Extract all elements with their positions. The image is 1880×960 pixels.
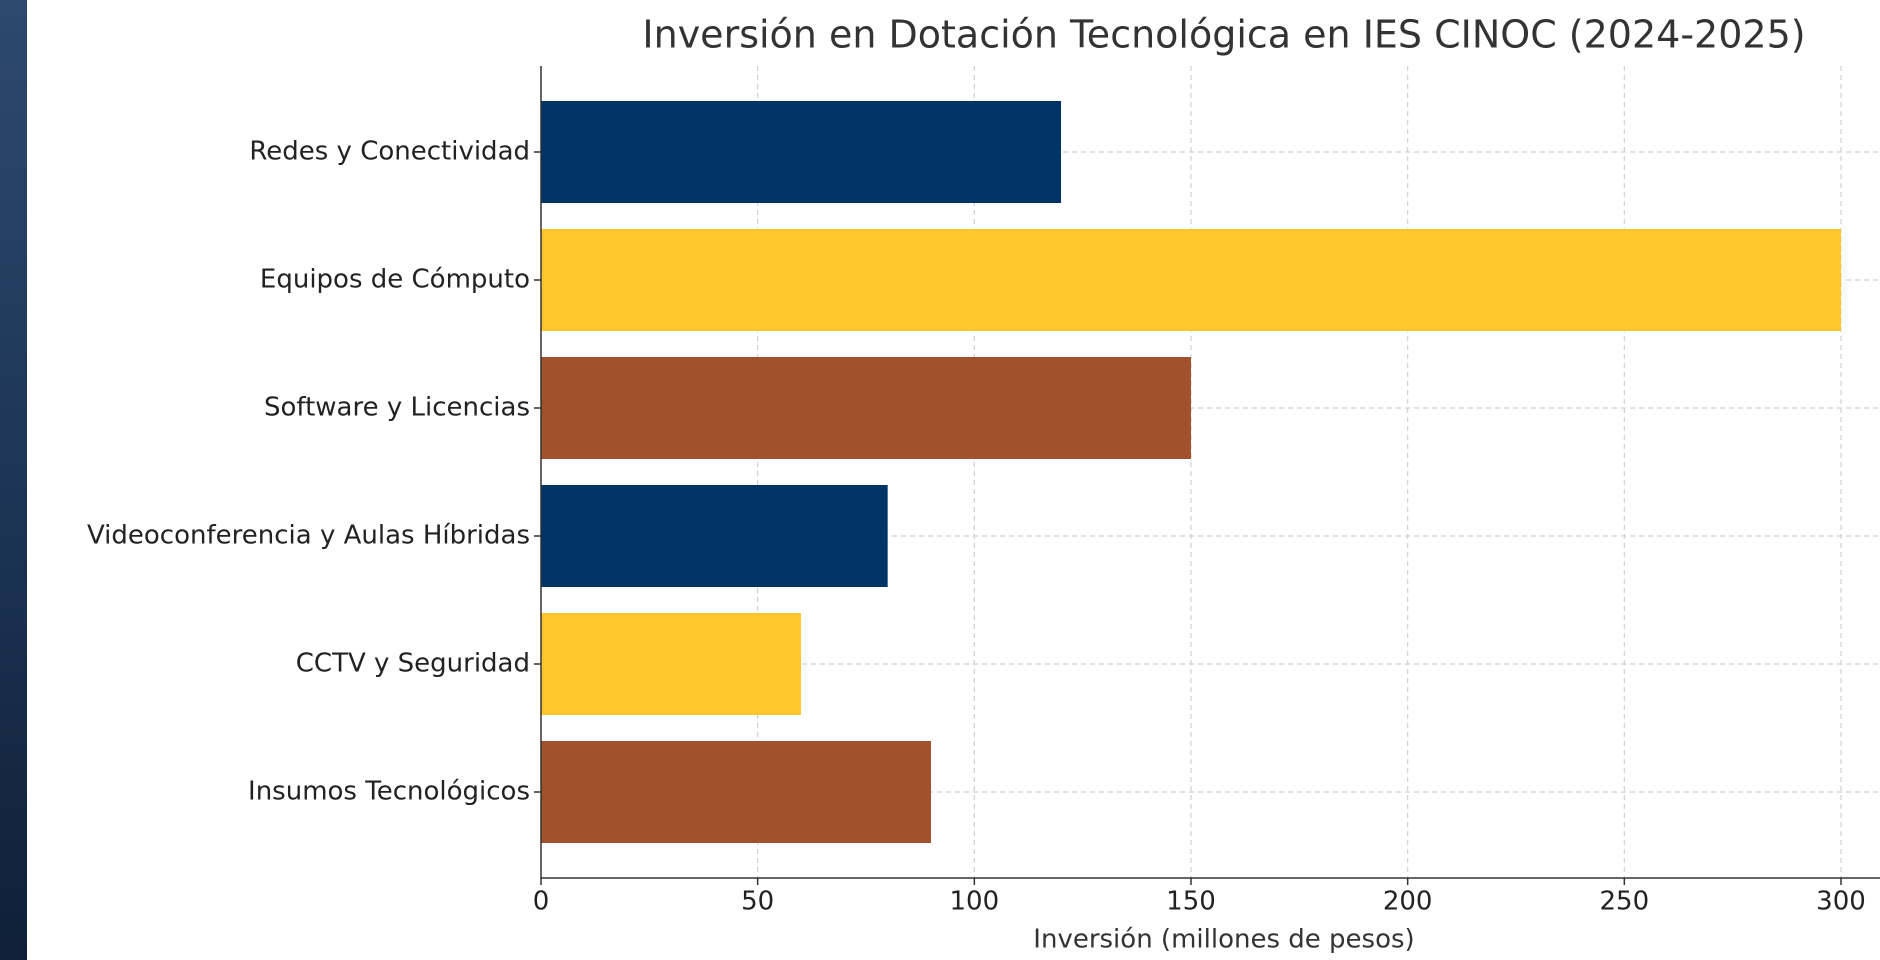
y-tick-label: Software y Licencias [264,393,530,423]
x-axis-label: Inversión (millones de pesos) [1033,925,1414,955]
bar [541,101,1061,203]
bar [541,485,888,587]
x-tick-label: 100 [950,887,1000,917]
x-tick-label: 200 [1383,887,1433,917]
x-tick-label: 250 [1600,887,1650,917]
x-tick-label: 50 [741,887,774,917]
side-panel [0,0,27,960]
y-tick-label: Redes y Conectividad [249,137,530,167]
y-tick-label: Equipos de Cómputo [260,265,530,295]
x-tick-label: 300 [1816,887,1866,917]
axes: 0 50 100 150 200 250 300 Redes y Conectividad Eq… [87,66,1880,917]
bar [541,613,801,715]
bar [541,357,1191,459]
y-tick-label: Insumos Tecnológicos [248,777,530,807]
chart-title: Inversión en Dotación Tecnológica en IES… [642,13,1805,57]
x-tick-label: 0 [533,887,550,917]
bar [541,741,931,843]
bars [541,101,1841,843]
x-tick-label: 150 [1166,887,1216,917]
y-tick-label: CCTV y Seguridad [296,649,530,679]
bar [541,229,1841,331]
y-tick-label: Videoconferencia y Aulas Híbridas [87,521,530,551]
